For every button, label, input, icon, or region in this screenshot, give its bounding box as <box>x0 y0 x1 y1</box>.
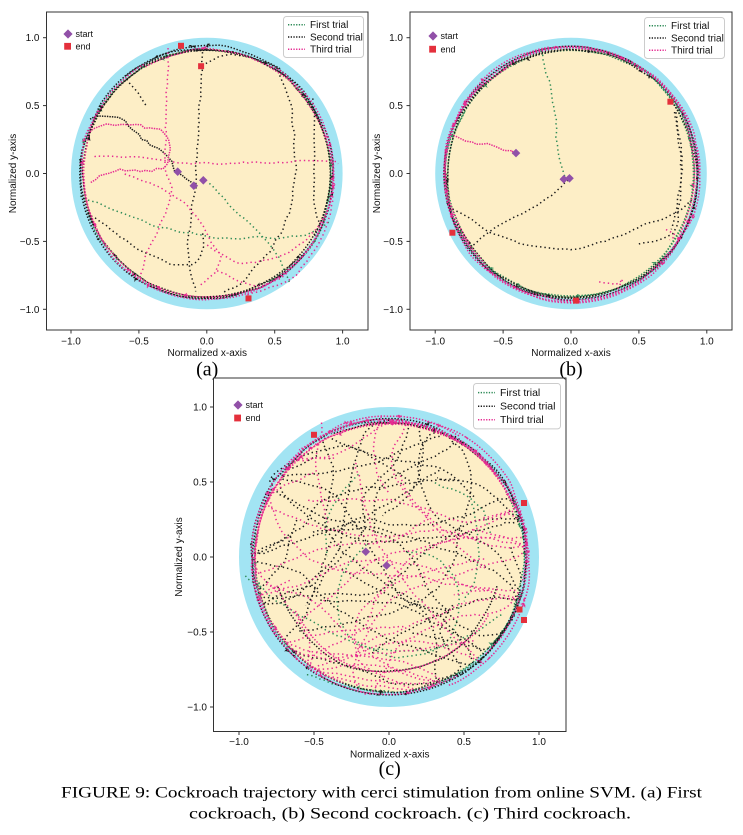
svg-text:Normalized y-axis: Normalized y-axis <box>174 517 185 596</box>
svg-text:Third trial: Third trial <box>671 46 713 57</box>
svg-text:1.0: 1.0 <box>336 336 350 347</box>
svg-text:−0.5: −0.5 <box>20 237 40 248</box>
svg-text:0.0: 0.0 <box>389 169 403 180</box>
svg-text:Normalized x-axis: Normalized x-axis <box>531 348 610 359</box>
svg-text:First trial: First trial <box>310 20 348 31</box>
svg-text:(a): (a) <box>196 359 218 381</box>
svg-text:(c): (c) <box>379 758 401 780</box>
svg-text:−1.0: −1.0 <box>20 305 40 316</box>
svg-text:−0.5: −0.5 <box>187 628 207 639</box>
svg-text:First trial: First trial <box>500 387 540 399</box>
svg-text:−1.0: −1.0 <box>187 703 207 714</box>
svg-text:start: start <box>76 29 94 39</box>
svg-text:start: start <box>246 400 264 410</box>
svg-text:1.0: 1.0 <box>193 403 207 414</box>
svg-text:Second trial: Second trial <box>500 401 555 413</box>
svg-text:0.0: 0.0 <box>26 169 40 180</box>
svg-text:Normalized y-axis: Normalized y-axis <box>8 134 19 213</box>
svg-text:Third trial: Third trial <box>310 45 352 56</box>
svg-text:end: end <box>441 44 456 54</box>
svg-text:Second trial: Second trial <box>671 33 724 44</box>
svg-text:1.0: 1.0 <box>532 737 546 748</box>
svg-text:−1.0: −1.0 <box>383 305 403 316</box>
svg-text:0.5: 0.5 <box>389 101 403 112</box>
svg-text:Normalized x-axis: Normalized x-axis <box>350 750 429 761</box>
svg-text:Normalized y-axis: Normalized y-axis <box>372 134 383 213</box>
svg-text:−1.0: −1.0 <box>61 336 81 347</box>
svg-text:−0.5: −0.5 <box>129 336 149 347</box>
svg-text:1.0: 1.0 <box>700 336 714 347</box>
svg-text:Second trial: Second trial <box>310 32 363 43</box>
svg-text:0.0: 0.0 <box>382 737 396 748</box>
svg-text:−0.5: −0.5 <box>304 737 324 748</box>
svg-text:end: end <box>246 413 261 423</box>
svg-text:−0.5: −0.5 <box>383 237 403 248</box>
svg-text:0.0: 0.0 <box>193 553 207 564</box>
svg-text:end: end <box>76 42 91 52</box>
svg-text:−0.5: −0.5 <box>493 336 513 347</box>
svg-text:First trial: First trial <box>671 21 709 32</box>
svg-text:1.0: 1.0 <box>26 33 40 44</box>
svg-text:0.0: 0.0 <box>564 336 578 347</box>
svg-text:−1.0: −1.0 <box>425 336 445 347</box>
svg-text:0.5: 0.5 <box>632 336 646 347</box>
svg-text:1.0: 1.0 <box>389 33 403 44</box>
svg-text:Third trial: Third trial <box>500 414 544 426</box>
svg-text:(b): (b) <box>559 359 582 381</box>
svg-text:−1.0: −1.0 <box>229 737 249 748</box>
svg-text:0.5: 0.5 <box>457 737 471 748</box>
svg-text:start: start <box>441 31 459 41</box>
svg-text:cockroach, (b) Second cockroac: cockroach, (b) Second cockroach. (c) Thi… <box>189 806 631 823</box>
svg-text:0.0: 0.0 <box>200 336 214 347</box>
svg-text:FIGURE 9: Cockroach trajectory: FIGURE 9: Cockroach trajectory with cerc… <box>61 785 703 802</box>
svg-text:Normalized x-axis: Normalized x-axis <box>168 348 247 359</box>
svg-text:0.5: 0.5 <box>26 101 40 112</box>
svg-text:0.5: 0.5 <box>268 336 282 347</box>
svg-text:0.5: 0.5 <box>193 478 207 489</box>
